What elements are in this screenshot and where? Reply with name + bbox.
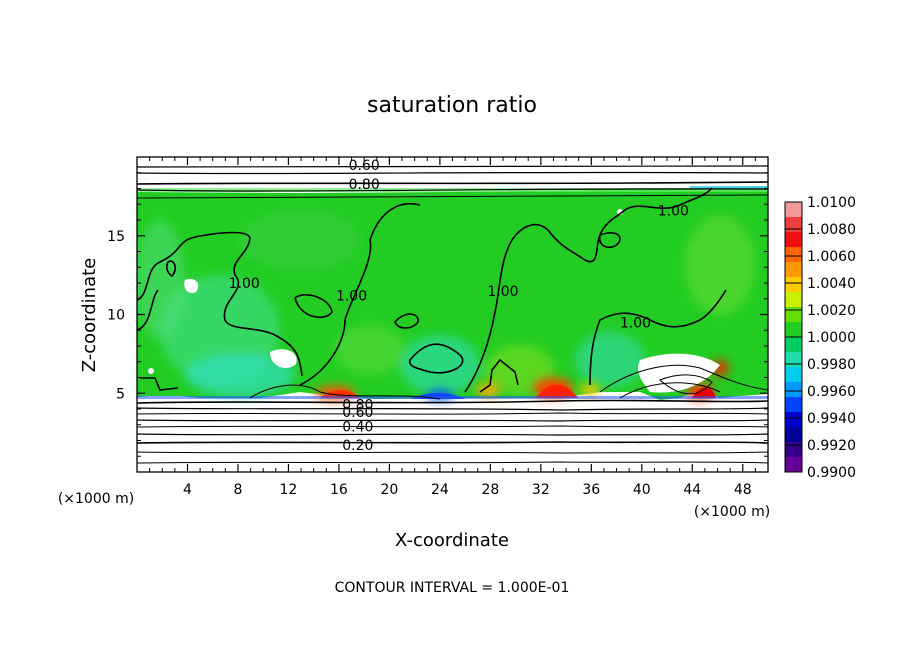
contour-label: 1.00	[229, 276, 260, 292]
x-tick-label: 28	[481, 482, 499, 498]
contour-label: 0.40	[342, 419, 373, 435]
contour-label: 0.60	[342, 405, 373, 421]
contour-label: 0.80	[342, 397, 373, 413]
colorbar-tick-label: 1.0040	[807, 276, 856, 292]
colorbar-tick-label: 1.0000	[807, 330, 856, 346]
contour-label: 0.60	[349, 158, 380, 174]
colorbar-swatch	[785, 292, 802, 308]
colorbar-tick-label: 1.0020	[807, 303, 856, 319]
colorbar-tick-label: 1.0100	[807, 195, 856, 211]
y-axis-title: Z-coordinate	[79, 258, 100, 373]
y-tick-label: 15	[107, 229, 125, 245]
colorbar-tick-label: 1.0060	[807, 249, 856, 265]
x-tick-label: 16	[330, 482, 348, 498]
colorbar-swatch	[785, 202, 802, 218]
colorbar-swatch	[785, 412, 802, 428]
contour-label: 1.00	[658, 204, 689, 220]
colorbar-tick-label: 1.0080	[807, 222, 856, 238]
contour-label: 1.00	[620, 315, 651, 331]
y-axis: 5 10 15	[107, 172, 768, 457]
colorbar-swatch	[785, 337, 802, 353]
contour-labels: 0.600.801.001.001.00 1.001.000.800.600.40…	[229, 158, 689, 454]
y-axis-unit: (×1000 m)	[58, 491, 134, 507]
colorbar-swatch	[785, 382, 802, 398]
x-tick-label: 48	[734, 482, 752, 498]
colorbar-swatch	[785, 262, 802, 278]
chart-title: saturation ratio	[367, 93, 537, 118]
colorbar-swatch	[785, 247, 802, 263]
x-tick-label: 36	[582, 482, 600, 498]
colorbar-swatch	[785, 352, 802, 368]
contour-label: 1.00	[487, 284, 518, 300]
y-tick-label: 10	[107, 308, 125, 324]
colorbar-swatch	[785, 322, 802, 338]
colorbar-tick-label: 0.9940	[807, 411, 856, 427]
colorbar-tick-label: 0.9900	[807, 465, 856, 481]
colorbar-swatch	[785, 457, 802, 473]
x-axis-unit: (×1000 m)	[694, 504, 770, 520]
y-tick-label: 5	[116, 386, 125, 402]
colorbar-tick-label: 0.9920	[807, 438, 856, 454]
x-tick-label: 32	[532, 482, 550, 498]
colorbar-tick-label: 0.9960	[807, 384, 856, 400]
plot-area: 0.600.801.001.001.00 1.001.000.800.600.40…	[137, 157, 768, 472]
x-axis-title: X-coordinate	[395, 530, 509, 551]
colorbar: 1.0100 1.0080 1.0060 1.0040 1.0020 1.0000 0.99…	[784, 195, 856, 481]
colorbar-swatch	[785, 397, 802, 413]
x-tick-label: 4	[183, 482, 192, 498]
colorbar-swatch	[785, 217, 802, 233]
colorbar-swatch	[785, 442, 802, 458]
colorbar-swatch	[785, 427, 802, 443]
saturation-field	[137, 186, 768, 400]
contour-label: 0.20	[342, 438, 373, 454]
colorbar-tick-label: 0.9980	[807, 357, 856, 373]
colorbar-swatch	[785, 367, 802, 383]
contour-lines	[137, 165, 768, 464]
x-tick-label: 8	[233, 482, 242, 498]
colorbar-swatch	[785, 277, 802, 293]
contour-label: 1.00	[336, 289, 367, 305]
x-tick-label: 44	[683, 482, 701, 498]
x-axis: 4 8 12 16 20 24 28 32 36 40 44 48	[149, 157, 756, 498]
colorbar-swatch	[785, 232, 802, 248]
x-tick-label: 40	[633, 482, 651, 498]
x-tick-label: 24	[431, 482, 449, 498]
x-tick-label: 12	[280, 482, 298, 498]
colorbar-swatch	[785, 307, 802, 323]
x-tick-label: 20	[380, 482, 398, 498]
contour-label: 0.80	[349, 177, 380, 193]
contour-interval-note: CONTOUR INTERVAL = 1.000E-01	[335, 580, 570, 596]
